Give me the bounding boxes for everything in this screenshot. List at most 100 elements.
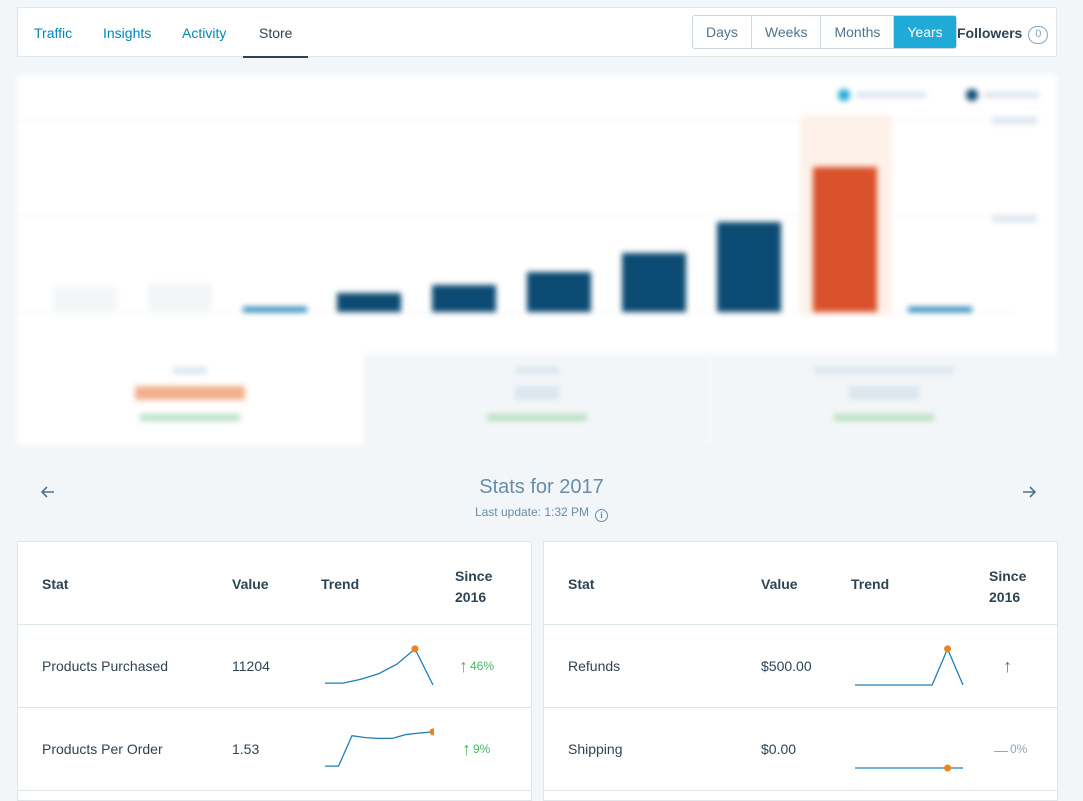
chart-bar[interactable] [243, 307, 307, 312]
column-header-since: Since 2016 [455, 566, 492, 608]
stats-table-right: Stat Value Trend Since 2016 Refunds $500… [543, 541, 1058, 801]
summary-value-placeholder [135, 386, 245, 400]
legend-label-placeholder [984, 92, 1039, 98]
summary-value-placeholder [849, 386, 919, 400]
last-update-text: Last update: 1:32 PM [474, 505, 590, 519]
column-header-since-line1: Since [455, 568, 493, 584]
stat-value: $0.00 [761, 741, 797, 757]
stat-name: Products Purchased [42, 658, 169, 674]
stats-period-title: Stats for 2017 [479, 476, 604, 498]
table-row: Products Purchased 11204 ↑ 46% [18, 625, 531, 708]
sparkline-highlight-point [944, 645, 952, 653]
summary-tab-selected[interactable] [17, 353, 363, 445]
column-header-trend: Trend [851, 576, 890, 592]
delta-badge: ↑ 9% [462, 708, 490, 791]
summary-tab[interactable] [711, 353, 1057, 445]
delta-badge: —0% [994, 708, 1027, 791]
summary-change-placeholder [487, 414, 587, 421]
last-update: Last update: 1:32 PM i [0, 505, 1083, 522]
chart-placeholder [17, 75, 1057, 445]
tab-activity[interactable]: Activity [182, 25, 227, 41]
column-header-trend: Trend [321, 576, 360, 592]
chart-bar[interactable] [53, 287, 117, 311]
y-tick-placeholder [992, 215, 1037, 222]
summary-value-placeholder [515, 386, 559, 400]
legend-item [966, 89, 1039, 101]
delta-value: 0% [1010, 742, 1028, 756]
delta-badge: ↑ 46% [459, 625, 494, 708]
column-header-since-line2: 2016 [989, 589, 1021, 605]
chart-bar[interactable] [148, 283, 212, 311]
legend-dot [966, 89, 978, 101]
trend-sparkline [325, 728, 434, 767]
chart-bar[interactable] [432, 285, 496, 312]
legend-dot [838, 89, 850, 101]
chart-bar[interactable] [908, 307, 972, 312]
followers-count-badge: 0 [1028, 26, 1049, 44]
column-header-value: Value [761, 576, 798, 592]
table-row: Shipping $0.00 —0% [544, 708, 1057, 791]
followers-label: Followers [957, 25, 1023, 41]
trend-sparkline [325, 645, 434, 686]
chart-gridline [17, 215, 1017, 216]
summary-label-placeholder [173, 367, 207, 374]
legend-item [838, 89, 926, 101]
column-header-since-line1: Since [989, 568, 1027, 584]
info-icon[interactable]: i [595, 509, 609, 522]
sparkline-highlight-point [429, 728, 434, 736]
tab-insights[interactable]: Insights [103, 25, 152, 41]
sparkline-highlight-point [411, 645, 419, 653]
tab-traffic[interactable]: Traffic [34, 25, 73, 41]
sparkline-path [855, 647, 964, 686]
column-header-stat: Stat [568, 576, 595, 592]
chart-bar-selected[interactable] [813, 167, 877, 312]
stat-name: Refunds [568, 658, 621, 674]
period-weeks-button[interactable]: Weeks [751, 16, 822, 48]
column-header-value: Value [232, 576, 269, 592]
stat-value: $500.00 [761, 658, 812, 674]
stat-value: 1.53 [232, 741, 260, 757]
stats-table-left: Stat Value Trend Since 2016 Products Pur… [17, 541, 532, 801]
column-header-since: Since 2016 [989, 566, 1026, 608]
next-period-button[interactable] [1017, 480, 1041, 504]
arrow-up-icon: ↑ [459, 656, 468, 676]
chart-bar[interactable] [717, 222, 781, 312]
tab-store[interactable]: Store [243, 8, 309, 58]
sparkline-path [325, 647, 434, 686]
period-days-button[interactable]: Days [693, 16, 752, 48]
y-tick-placeholder [992, 117, 1037, 124]
period-selector: Days Weeks Months Years [692, 15, 957, 49]
period-years-button[interactable]: Years [894, 16, 956, 48]
stat-value: 11204 [232, 658, 270, 674]
legend-label-placeholder [856, 92, 926, 98]
trend-sparkline [855, 764, 963, 772]
chart-bar[interactable] [527, 272, 591, 312]
followers-link[interactable]: Followers 0 [957, 8, 1049, 58]
summary-label-placeholder [515, 367, 559, 374]
column-header-stat: Stat [42, 576, 69, 592]
table-header: Stat Value Trend Since 2016 [18, 542, 531, 625]
sparkline-highlight-point [944, 764, 952, 772]
delta-value: 9% [473, 742, 491, 756]
arrow-right-icon [1023, 486, 1037, 498]
stat-name: Products Per Order [42, 741, 163, 757]
dash-icon: — [994, 742, 1008, 758]
period-months-button[interactable]: Months [821, 16, 895, 48]
table-row: Products Per Order 1.53 ↑ 9% [18, 708, 531, 791]
section-nav: Traffic Insights Activity Store Days Wee… [17, 7, 1057, 58]
chart-bar[interactable] [622, 253, 686, 312]
chart-gridline [17, 312, 1017, 313]
previous-period-button[interactable] [36, 480, 60, 504]
arrow-left-icon [40, 486, 54, 498]
chart-bar[interactable] [337, 293, 401, 312]
summary-label-placeholder [814, 367, 954, 374]
table-row: Refunds $500.00 ↑ [544, 625, 1057, 708]
arrow-up-icon: ↑ [1003, 656, 1012, 676]
trend-sparkline [855, 645, 964, 686]
chart-gridline [17, 120, 1017, 121]
arrow-up-icon: ↑ [462, 739, 471, 759]
chart-legend [838, 89, 1039, 101]
summary-tab[interactable] [364, 353, 710, 445]
table-header: Stat Value Trend Since 2016 [544, 542, 1057, 625]
column-header-since-line2: 2016 [455, 589, 487, 605]
